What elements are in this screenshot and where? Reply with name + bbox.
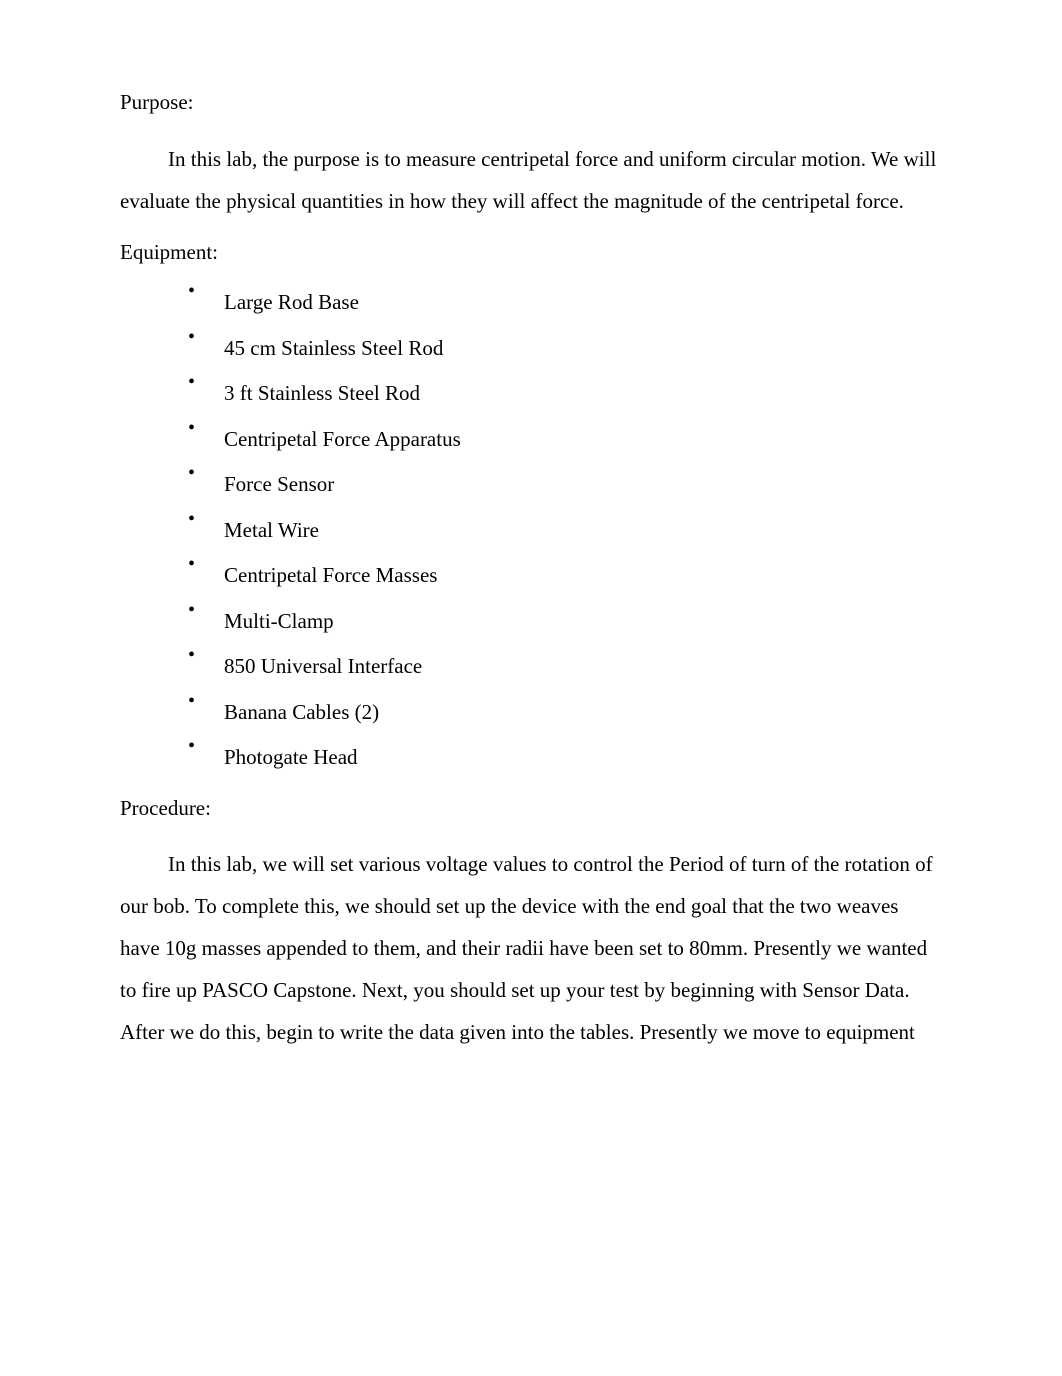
list-item: Centripetal Force Apparatus [188, 424, 942, 456]
list-item: Centripetal Force Masses [188, 560, 942, 592]
list-item: 850 Universal Interface [188, 651, 942, 683]
list-item-label: 850 Universal Interface [224, 654, 422, 678]
list-item: 3 ft Stainless Steel Rod [188, 378, 942, 410]
list-item-label: Photogate Head [224, 745, 358, 769]
purpose-paragraph: In this lab, the purpose is to measure c… [120, 138, 942, 222]
list-item-label: Force Sensor [224, 472, 334, 496]
list-item-label: Banana Cables (2) [224, 700, 379, 724]
list-item: Force Sensor [188, 469, 942, 501]
list-item-label: Multi-Clamp [224, 609, 334, 633]
list-item-label: Large Rod Base [224, 290, 359, 314]
list-item: Photogate Head [188, 742, 942, 774]
document-page: Purpose: In this lab, the purpose is to … [0, 0, 1062, 1376]
list-item-label: 3 ft Stainless Steel Rod [224, 381, 420, 405]
procedure-paragraph: In this lab, we will set various voltage… [120, 843, 942, 1053]
list-item-label: 45 cm Stainless Steel Rod [224, 336, 443, 360]
equipment-list: Large Rod Base 45 cm Stainless Steel Rod… [120, 287, 942, 774]
list-item: 45 cm Stainless Steel Rod [188, 333, 942, 365]
list-item-label: Centripetal Force Masses [224, 563, 437, 587]
list-item-label: Metal Wire [224, 518, 319, 542]
list-item: Banana Cables (2) [188, 697, 942, 729]
procedure-heading: Procedure: [120, 792, 942, 826]
list-item: Large Rod Base [188, 287, 942, 319]
list-item: Metal Wire [188, 515, 942, 547]
purpose-heading: Purpose: [120, 86, 942, 120]
list-item: Multi-Clamp [188, 606, 942, 638]
list-item-label: Centripetal Force Apparatus [224, 427, 461, 451]
equipment-heading: Equipment: [120, 236, 942, 270]
